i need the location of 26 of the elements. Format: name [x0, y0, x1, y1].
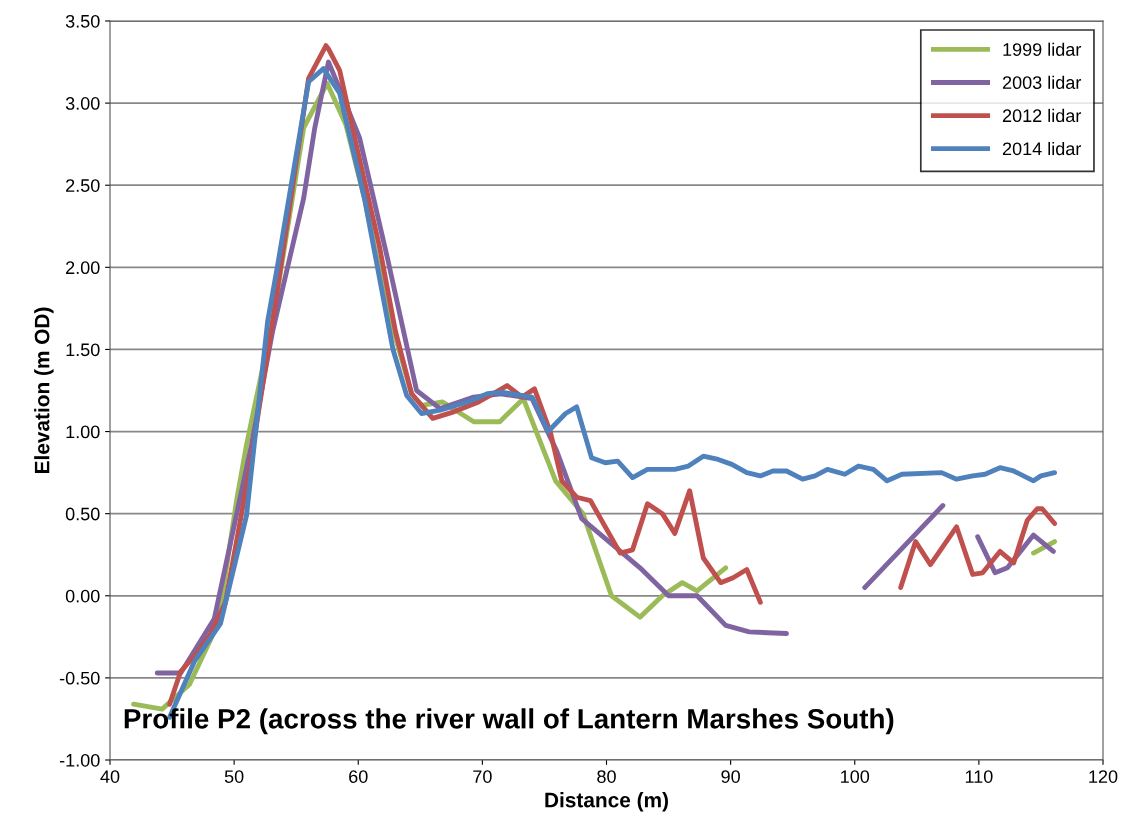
x-tick-label: 90: [721, 770, 740, 783]
x-tick-label: 110: [965, 770, 993, 783]
x-tick-label: 50: [224, 770, 244, 783]
y-tick-label: 3.50: [65, 14, 100, 28]
annotation: Profile P2 (across the river wall of Lantern Marshes South): [124, 708, 894, 735]
x-tick-label: 40: [100, 770, 120, 783]
x-tick-label: 60: [349, 770, 368, 783]
x-tick-label: 120: [1089, 770, 1118, 783]
y-tick-label: 3.00: [65, 97, 100, 110]
x-axis-title: Distance (m): [545, 792, 668, 812]
y-tick-label: 2.00: [66, 261, 100, 275]
legend-label: 1999 lidar: [1003, 42, 1082, 56]
legend-label: 2003 lidar: [1002, 75, 1082, 90]
legend-label: 2014 lidar: [1002, 141, 1082, 156]
legend-label: 2012 lidar: [1002, 108, 1082, 123]
y-axis-title: Elevation (m OD): [34, 307, 54, 474]
y-tick-label: -0.50: [59, 671, 100, 685]
x-tick-label: 70: [473, 770, 492, 783]
y-tick-label: 1.50: [66, 343, 100, 357]
y-tick-label: 0.50: [65, 507, 100, 521]
y-tick-label: 0.00: [65, 589, 100, 603]
y-tick-label: 1.00: [66, 425, 100, 439]
y-tick-label: 2.50: [66, 179, 100, 192]
y-tick-label: -1.00: [59, 753, 100, 767]
x-tick-label: 80: [597, 770, 616, 783]
x-tick-label: 100: [841, 770, 870, 783]
